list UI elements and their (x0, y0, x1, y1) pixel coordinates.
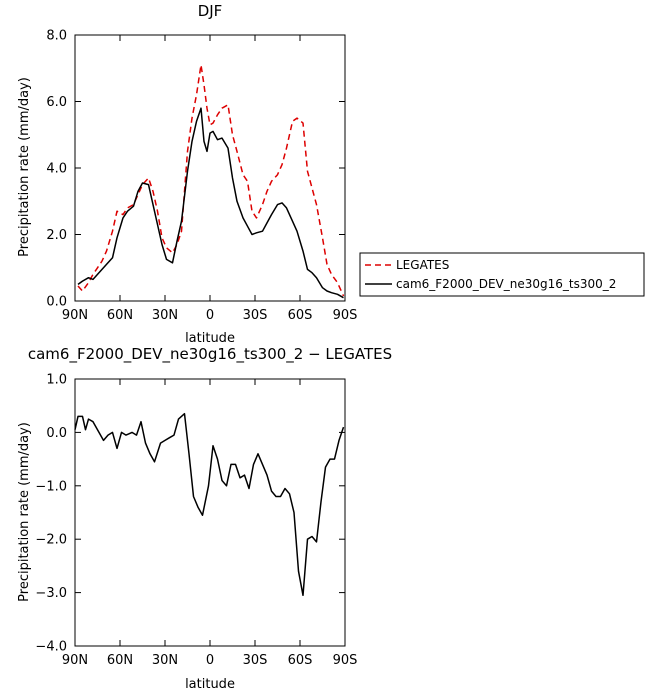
bottom-y-tick-label: −1.0 (35, 479, 67, 494)
top-y-tick-label: 0.0 (46, 295, 67, 310)
bottom-x-axis-label: latitude (185, 677, 235, 692)
legend: LEGATES cam6_F2000_DEV_ne30g16_ts300_2 (359, 252, 645, 297)
legend-label-cam6: cam6_F2000_DEV_ne30g16_ts300_2 (396, 277, 616, 291)
bottom-plot-frame (74, 378, 346, 647)
bottom-y-tick-label: −4.0 (35, 640, 67, 655)
top-series-group (77, 64, 345, 299)
top-y-tick-label: 8.0 (46, 29, 67, 44)
bottom-x-tick-label: 30S (243, 653, 268, 668)
top-plot-frame (74, 34, 346, 302)
top-x-tick-label: 90N (62, 308, 88, 323)
top-x-tick-label: 60S (288, 308, 313, 323)
bottom-x-tick-label: 90N (62, 653, 88, 668)
bottom-y-tick-label: 1.0 (46, 373, 67, 388)
bottom-y-tick-label: 0.0 (46, 426, 67, 441)
bottom-y-tick-label: −3.0 (35, 586, 67, 601)
top-y-tick-label: 2.0 (46, 228, 67, 243)
bottom-x-tick-label: 30N (152, 653, 178, 668)
top-chart-title: DJF (198, 2, 223, 20)
top-x-tick-label: 60N (107, 308, 133, 323)
bottom-ticks: 90N 60N 30N 0 30S 60S 90S 1.0 0.0 −1.0 −2.0 −3.0 −4.… (35, 373, 357, 669)
legend-label-legates: LEGATES (396, 258, 449, 272)
top-series-line-0 (77, 64, 345, 297)
bottom-x-tick-label: 90S (333, 653, 358, 668)
top-x-tick-label: 90S (333, 308, 358, 323)
bottom-y-axis-label: Precipitation rate (mm/day) (17, 422, 32, 602)
bottom-x-tick-label: 60S (288, 653, 313, 668)
bottom-chart-title: cam6_F2000_DEV_ne30g16_ts300_2 − LEGATES (28, 345, 392, 364)
top-x-tick-label: 0 (206, 308, 214, 323)
top-y-axis-label: Precipitation rate (mm/day) (17, 77, 32, 257)
top-panel: DJF latitude Precipitation rate (mm/day)… (17, 2, 357, 346)
bottom-x-tick-label: 0 (206, 653, 214, 668)
top-series-line-1 (77, 107, 344, 299)
top-y-tick-label: 4.0 (46, 162, 67, 177)
bottom-series-group (74, 412, 345, 597)
bottom-x-tick-label: 60N (107, 653, 133, 668)
bottom-panel: cam6_F2000_DEV_ne30g16_ts300_2 − LEGATES… (17, 345, 392, 692)
top-x-tick-label: 30S (243, 308, 268, 323)
bottom-series-line-0 (74, 412, 345, 597)
top-y-tick-label: 6.0 (46, 95, 67, 110)
legend-box (359, 252, 645, 297)
bottom-y-tick-label: −2.0 (35, 533, 67, 548)
top-x-axis-label: latitude (185, 331, 235, 346)
top-x-tick-label: 30N (152, 308, 178, 323)
top-ticks: 90N 60N 30N 0 30S 60S 90S 0.0 2.0 4.0 6.0 8.0 (46, 29, 357, 324)
